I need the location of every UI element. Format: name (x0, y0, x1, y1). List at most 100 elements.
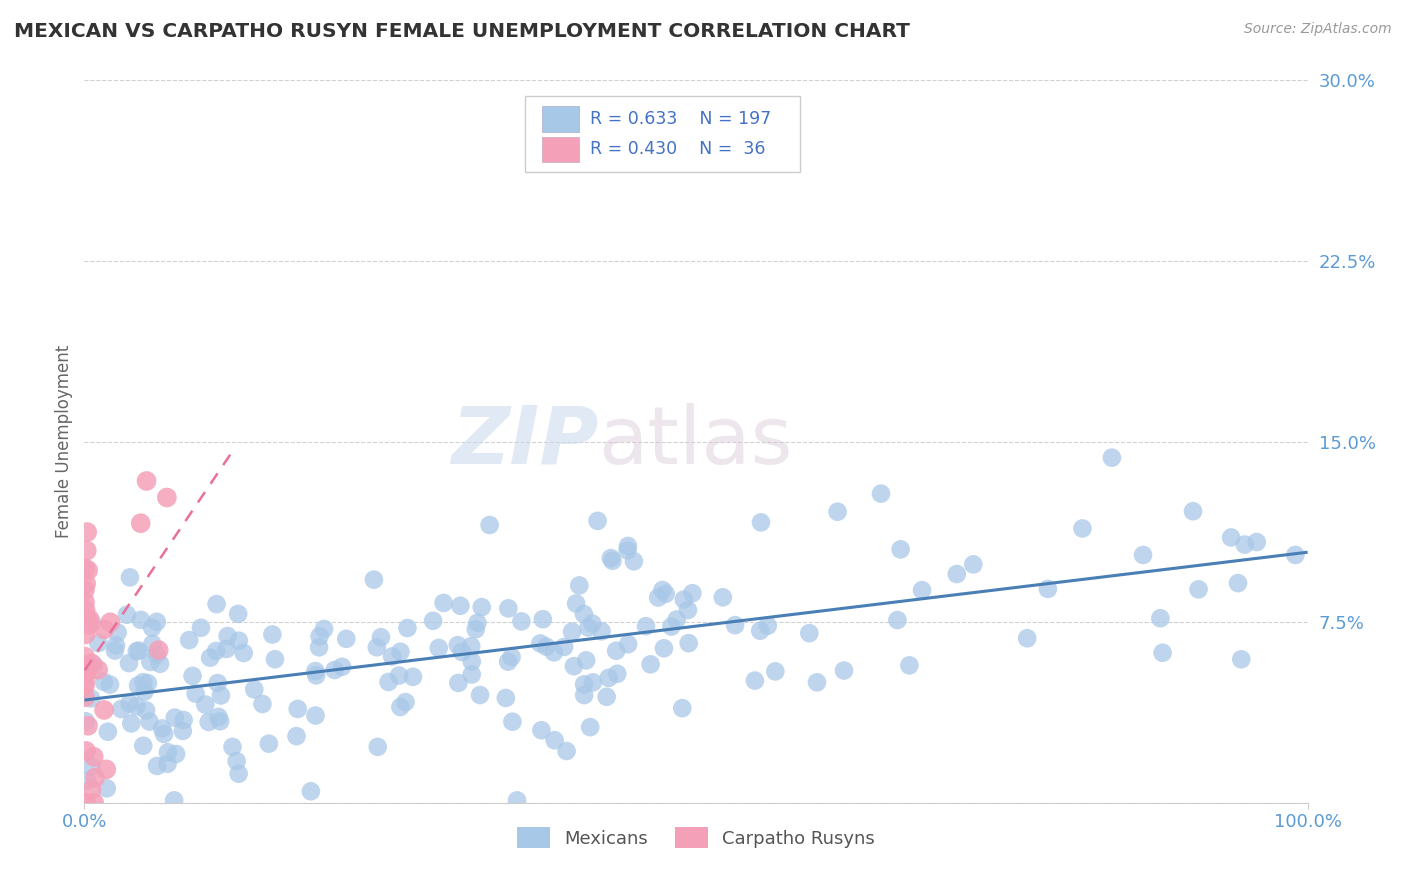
Point (572, 607, 595, 621)
Point (530, 723, 553, 738)
Point (595, 690, 617, 704)
Point (370, 630, 392, 644)
Point (422, 614, 444, 628)
Point (676, 603, 699, 617)
Point (228, 633, 250, 648)
Point (396, 621, 419, 635)
Point (1017, 632, 1039, 646)
Point (536, 640, 558, 654)
Point (617, 539, 640, 553)
Point (77, 618, 100, 632)
Point (749, 516, 772, 530)
Point (806, 675, 828, 690)
Point (165, 747, 187, 761)
Point (543, 733, 565, 747)
Point (1230, 652, 1253, 666)
Point (209, 714, 232, 729)
Point (221, 739, 243, 754)
Point (163, 711, 186, 725)
Point (232, 646, 254, 660)
Point (190, 621, 212, 635)
Point (207, 676, 229, 690)
Point (156, 756, 179, 771)
Point (1149, 611, 1171, 625)
Point (96, 763, 118, 777)
Point (363, 573, 385, 587)
Text: Source: ZipAtlas.com: Source: ZipAtlas.com (1244, 22, 1392, 37)
Point (107, 625, 129, 640)
Point (581, 616, 603, 631)
Point (447, 676, 470, 690)
Text: R = 0.430    N =  36: R = 0.430 N = 36 (589, 140, 765, 158)
Point (129, 516, 152, 531)
Point (471, 600, 494, 615)
Point (115, 607, 138, 622)
Point (80, 691, 103, 706)
Point (132, 675, 155, 690)
FancyBboxPatch shape (541, 136, 578, 162)
Point (623, 554, 645, 568)
Point (640, 657, 662, 672)
Point (264, 652, 287, 666)
Point (314, 622, 336, 636)
Point (75, 627, 97, 641)
Point (330, 660, 353, 674)
Point (367, 739, 389, 754)
Point (578, 621, 600, 635)
Point (120, 716, 142, 731)
Point (1284, 548, 1306, 562)
Point (73, 595, 96, 609)
Point (1071, 521, 1094, 535)
Point (1101, 450, 1123, 465)
Point (1187, 582, 1209, 597)
Point (205, 597, 228, 611)
Point (681, 586, 703, 600)
Point (139, 655, 162, 669)
Point (75, 666, 97, 681)
Point (634, 619, 657, 633)
Y-axis label: Female Unemployment: Female Unemployment (55, 345, 73, 538)
Point (962, 558, 984, 572)
Point (76, 612, 98, 626)
Point (118, 570, 141, 584)
Point (561, 624, 583, 639)
Point (173, 713, 195, 727)
Point (110, 702, 132, 716)
Point (671, 701, 693, 715)
Point (163, 793, 186, 807)
Point (870, 486, 893, 500)
Point (599, 551, 621, 566)
Point (617, 637, 640, 651)
Point (149, 657, 172, 671)
Point (724, 618, 747, 632)
Point (308, 629, 330, 643)
Point (1152, 646, 1174, 660)
Point (1226, 576, 1249, 591)
Point (565, 597, 588, 611)
Point (138, 714, 160, 729)
Point (77, 719, 100, 733)
Text: ZIP: ZIP (451, 402, 598, 481)
Point (104, 638, 127, 652)
Point (75, 796, 97, 810)
Point (150, 722, 173, 736)
Point (911, 583, 934, 598)
Point (156, 745, 179, 759)
Point (205, 644, 228, 658)
Point (478, 518, 501, 533)
Point (93, 623, 115, 637)
Point (946, 567, 969, 582)
Point (76, 773, 98, 788)
Point (197, 714, 219, 729)
Point (449, 599, 471, 613)
Point (98, 677, 121, 691)
Point (654, 587, 676, 601)
Point (506, 793, 529, 807)
Point (763, 665, 786, 679)
Point (647, 591, 669, 605)
Point (75, 714, 97, 729)
Point (447, 638, 470, 652)
Point (79, 612, 101, 626)
Point (591, 624, 613, 639)
Point (153, 727, 176, 741)
